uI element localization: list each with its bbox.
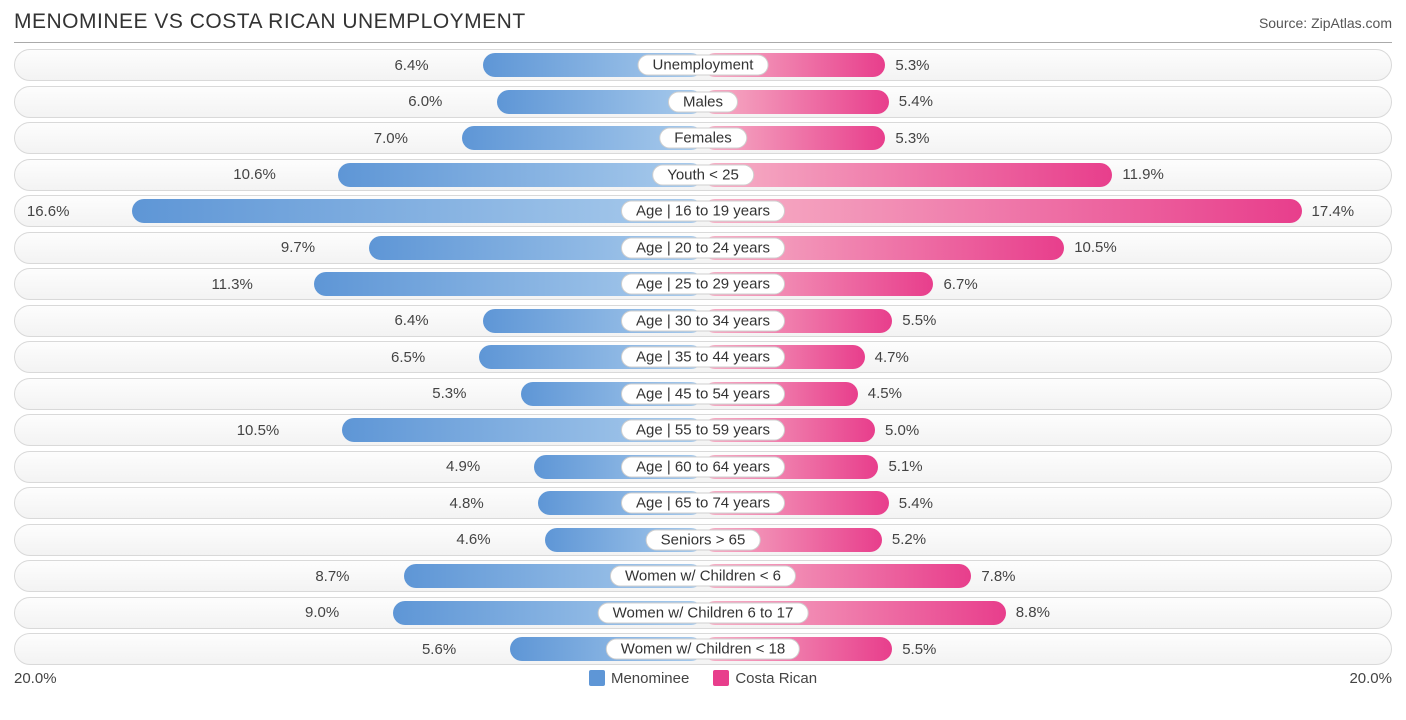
legend: Menominee Costa Rican (589, 670, 817, 687)
chart-row: 7.0% 5.3% Females (14, 122, 1392, 154)
pct-label-left: 10.6% (233, 160, 286, 190)
row-category-label: Age | 20 to 24 years (621, 237, 785, 258)
bar-costa-rican (703, 163, 1112, 187)
legend-swatch-costa-rican (713, 670, 729, 686)
legend-item-costa-rican: Costa Rican (713, 670, 817, 687)
pct-label-left: 8.7% (315, 561, 359, 591)
chart-header: MENOMINEE VS COSTA RICAN UNEMPLOYMENT So… (14, 10, 1392, 34)
row-category-label: Women w/ Children < 6 (610, 566, 796, 587)
chart-row: 10.5% 5.0% Age | 55 to 59 years (14, 414, 1392, 446)
pct-label-right: 5.1% (878, 452, 922, 482)
legend-swatch-menominee (589, 670, 605, 686)
pct-label-left: 9.7% (281, 233, 325, 263)
row-category-label: Age | 35 to 44 years (621, 347, 785, 368)
chart-row: 9.7% 10.5% Age | 20 to 24 years (14, 232, 1392, 264)
bar-menominee (132, 199, 703, 223)
legend-item-menominee: Menominee (589, 670, 689, 687)
chart-area: 6.4% 5.3% Unemployment 6.0% 5.4% Males 7.0% 5.3… (14, 42, 1392, 665)
pct-label-right: 5.5% (892, 306, 936, 336)
pct-label-right: 7.8% (971, 561, 1015, 591)
row-category-label: Females (659, 128, 747, 149)
pct-label-right: 5.4% (889, 488, 933, 518)
pct-label-left: 4.8% (449, 488, 493, 518)
pct-label-left: 5.6% (422, 634, 466, 664)
pct-label-left: 6.4% (394, 50, 438, 80)
axis-left-max: 20.0% (14, 670, 57, 687)
row-category-label: Youth < 25 (652, 164, 754, 185)
chart-row: 5.3% 4.5% Age | 45 to 54 years (14, 378, 1392, 410)
row-category-label: Women w/ Children 6 to 17 (598, 602, 809, 623)
chart-row: 6.4% 5.5% Age | 30 to 34 years (14, 305, 1392, 337)
pct-label-right: 6.7% (933, 269, 977, 299)
chart-row: 16.6% 17.4% Age | 16 to 19 years (14, 195, 1392, 227)
row-category-label: Age | 16 to 19 years (621, 201, 785, 222)
legend-label-menominee: Menominee (611, 670, 689, 687)
row-category-label: Women w/ Children < 18 (606, 639, 800, 660)
row-category-label: Age | 60 to 64 years (621, 456, 785, 477)
chart-row: 9.0% 8.8% Women w/ Children 6 to 17 (14, 597, 1392, 629)
chart-row: 10.6% 11.9% Youth < 25 (14, 159, 1392, 191)
chart-row: 11.3% 6.7% Age | 25 to 29 years (14, 268, 1392, 300)
pct-label-right: 5.2% (882, 525, 926, 555)
bar-menominee (338, 163, 703, 187)
pct-label-right: 5.0% (875, 415, 919, 445)
chart-row: 4.6% 5.2% Seniors > 65 (14, 524, 1392, 556)
row-category-label: Age | 25 to 29 years (621, 274, 785, 295)
pct-label-left: 11.3% (211, 269, 262, 299)
pct-label-left: 6.4% (394, 306, 438, 336)
pct-label-left: 4.9% (446, 452, 490, 482)
chart-row: 4.9% 5.1% Age | 60 to 64 years (14, 451, 1392, 483)
legend-label-costa-rican: Costa Rican (735, 670, 817, 687)
row-category-label: Seniors > 65 (646, 529, 761, 550)
chart-row: 6.0% 5.4% Males (14, 86, 1392, 118)
pct-label-right: 8.8% (1006, 598, 1050, 628)
pct-label-left: 9.0% (305, 598, 349, 628)
chart-row: 6.4% 5.3% Unemployment (14, 49, 1392, 81)
pct-label-right: 4.7% (865, 342, 909, 372)
chart-source: Source: ZipAtlas.com (1259, 15, 1392, 31)
pct-label-left: 10.5% (237, 415, 290, 445)
pct-label-right: 11.9% (1112, 160, 1163, 190)
row-category-label: Males (668, 91, 738, 112)
row-category-label: Age | 65 to 74 years (621, 493, 785, 514)
chart-row: 6.5% 4.7% Age | 35 to 44 years (14, 341, 1392, 373)
chart-footer: 20.0% Menominee Costa Rican 20.0% (14, 670, 1392, 687)
pct-label-right: 10.5% (1064, 233, 1117, 263)
chart-row: 5.6% 5.5% Women w/ Children < 18 (14, 633, 1392, 665)
chart-title: MENOMINEE VS COSTA RICAN UNEMPLOYMENT (14, 10, 526, 34)
pct-label-left: 5.3% (432, 379, 476, 409)
row-category-label: Unemployment (638, 55, 769, 76)
pct-label-left: 16.6% (27, 196, 80, 226)
row-category-label: Age | 45 to 54 years (621, 383, 785, 404)
pct-label-right: 17.4% (1302, 196, 1355, 226)
pct-label-left: 7.0% (374, 123, 418, 153)
pct-label-right: 5.3% (885, 123, 929, 153)
pct-label-right: 4.5% (858, 379, 902, 409)
pct-label-right: 5.3% (885, 50, 929, 80)
bar-costa-rican (703, 199, 1302, 223)
row-category-label: Age | 30 to 34 years (621, 310, 785, 331)
pct-label-right: 5.5% (892, 634, 936, 664)
chart-row: 4.8% 5.4% Age | 65 to 74 years (14, 487, 1392, 519)
pct-label-left: 4.6% (456, 525, 500, 555)
axis-right-max: 20.0% (1349, 670, 1392, 687)
chart-row: 8.7% 7.8% Women w/ Children < 6 (14, 560, 1392, 592)
pct-label-right: 5.4% (889, 87, 933, 117)
pct-label-left: 6.5% (391, 342, 435, 372)
pct-label-left: 6.0% (408, 87, 452, 117)
row-category-label: Age | 55 to 59 years (621, 420, 785, 441)
